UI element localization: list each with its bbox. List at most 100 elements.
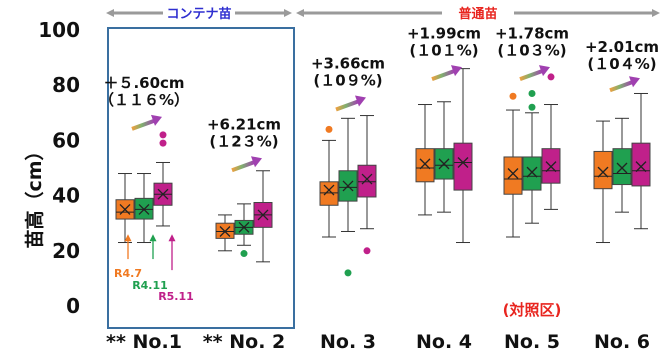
outlier-point (363, 247, 371, 255)
box-iqr (453, 142, 473, 191)
outlier-point (344, 269, 352, 277)
mean-marker (635, 161, 647, 173)
box-R4-7 (415, 104, 435, 216)
mean-marker (419, 158, 431, 170)
growth-annotation-percent: (１0９%) (313, 72, 382, 90)
outlier-point (528, 89, 536, 97)
box-R4-11 (434, 101, 454, 213)
trend-arrow-head (151, 114, 162, 126)
x-category-label: ** No.1 (106, 331, 182, 353)
box-series (115, 68, 651, 277)
box-R5-11 (541, 73, 561, 210)
series-label: R5.11 (158, 290, 194, 303)
mean-marker (238, 221, 250, 233)
group-bracket-arrow-right (284, 9, 292, 17)
group-headers: コンテナ苗 普通苗 (106, 5, 660, 22)
growth-annotation-value: +3.66cm (311, 55, 385, 73)
group-bracket-arrow-right (652, 9, 660, 17)
box-R4-11 (134, 173, 154, 244)
outlier-point (240, 250, 248, 258)
x-category-label: No. 5 (504, 331, 560, 353)
mean-marker (457, 157, 469, 168)
y-tick-label: 60 (52, 128, 80, 152)
trend-arrow-shaft (131, 118, 155, 131)
x-category-label: No. 3 (320, 331, 376, 353)
reference-label: (対照区) (503, 301, 562, 319)
trend-arrow-shaft (609, 80, 633, 93)
mean-marker (616, 162, 628, 174)
trend-arrow-shaft (335, 99, 359, 112)
trend-arrow (609, 76, 640, 93)
outlier-point (547, 73, 555, 81)
group-bracket-arrow-left (106, 9, 114, 17)
growth-annotations: ＋５.60cm（１１６%） +6.21cm(１2３%) +3.66cm(１0９%) +… (99, 24, 659, 150)
trend-arrow (335, 95, 366, 112)
box-iqr (522, 156, 542, 191)
box-R4-7 (115, 173, 135, 244)
growth-annotation-value: +1.99cm (407, 24, 481, 42)
group-label: 普通苗 (458, 6, 497, 22)
box-R5-11 (357, 115, 377, 255)
growth-annotation-value: +1.78cm (495, 24, 569, 42)
series-label: R4.11 (132, 279, 168, 292)
y-tick-label: 0 (66, 294, 80, 318)
box-iqr (503, 156, 523, 195)
box-R4-7 (319, 125, 339, 238)
trend-arrow-shaft (431, 69, 455, 82)
box-iqr (415, 148, 435, 183)
y-tick-label: 100 (38, 18, 80, 42)
x-category-label: No. 6 (594, 331, 650, 353)
box-R4-11 (522, 89, 542, 224)
trend-arrow-head (251, 156, 262, 168)
box-R5-11 (153, 131, 173, 227)
growth-annotation-percent: (１2３%) (209, 132, 278, 150)
mean-marker (119, 203, 131, 215)
trend-arrow (131, 114, 162, 131)
trend-arrow-shaft (519, 69, 543, 82)
group-label-bg (442, 5, 514, 21)
trend-arrow-head (451, 65, 462, 77)
mean-marker (257, 209, 269, 221)
y-tick-label: 80 (52, 73, 80, 97)
mean-marker (157, 188, 169, 200)
outlier-point (528, 103, 536, 111)
growth-annotation-value: ＋５.60cm (103, 74, 184, 92)
growth-annotation-percent: (１0３%) (497, 41, 566, 59)
box-R5-11 (453, 68, 473, 244)
mean-marker (342, 180, 354, 192)
box-iqr (319, 181, 339, 206)
box-R4-7 (593, 120, 613, 244)
x-category-label: No. 4 (416, 331, 472, 353)
trend-arrow-head (629, 76, 640, 88)
box-R4-11 (612, 117, 632, 213)
trend-arrow (431, 65, 462, 82)
box-iqr (631, 142, 651, 187)
y-tick-label: 40 (52, 184, 80, 208)
growth-annotation-percent: (１0４%) (587, 55, 656, 73)
mean-marker (526, 166, 538, 178)
box-R4-7 (503, 92, 523, 238)
series-label: R4.7 (114, 267, 142, 280)
mean-marker (219, 226, 231, 237)
box-R4-11 (234, 203, 254, 258)
growth-annotation-value: +6.21cm (207, 115, 281, 133)
group-label: コンテナ苗 (166, 6, 231, 22)
trend-arrow-shaft (231, 160, 255, 173)
outlier-point (325, 125, 333, 133)
box-R4-7 (215, 214, 235, 252)
mean-marker (507, 168, 519, 179)
box-iqr (357, 164, 377, 198)
trend-arrow (231, 156, 262, 173)
trend-arrow-head (539, 65, 550, 77)
outlier-point (159, 139, 167, 147)
y-tick-label: 20 (52, 239, 80, 263)
x-category-label: ** No. 2 (203, 331, 286, 353)
mean-marker (138, 203, 150, 215)
trend-arrow (519, 65, 550, 82)
box-R5-11 (253, 170, 273, 263)
growth-annotation-percent: (１0１%) (409, 41, 478, 59)
y-axis-label: 苗高（cm） (23, 141, 46, 248)
trend-arrow-head (355, 95, 366, 107)
